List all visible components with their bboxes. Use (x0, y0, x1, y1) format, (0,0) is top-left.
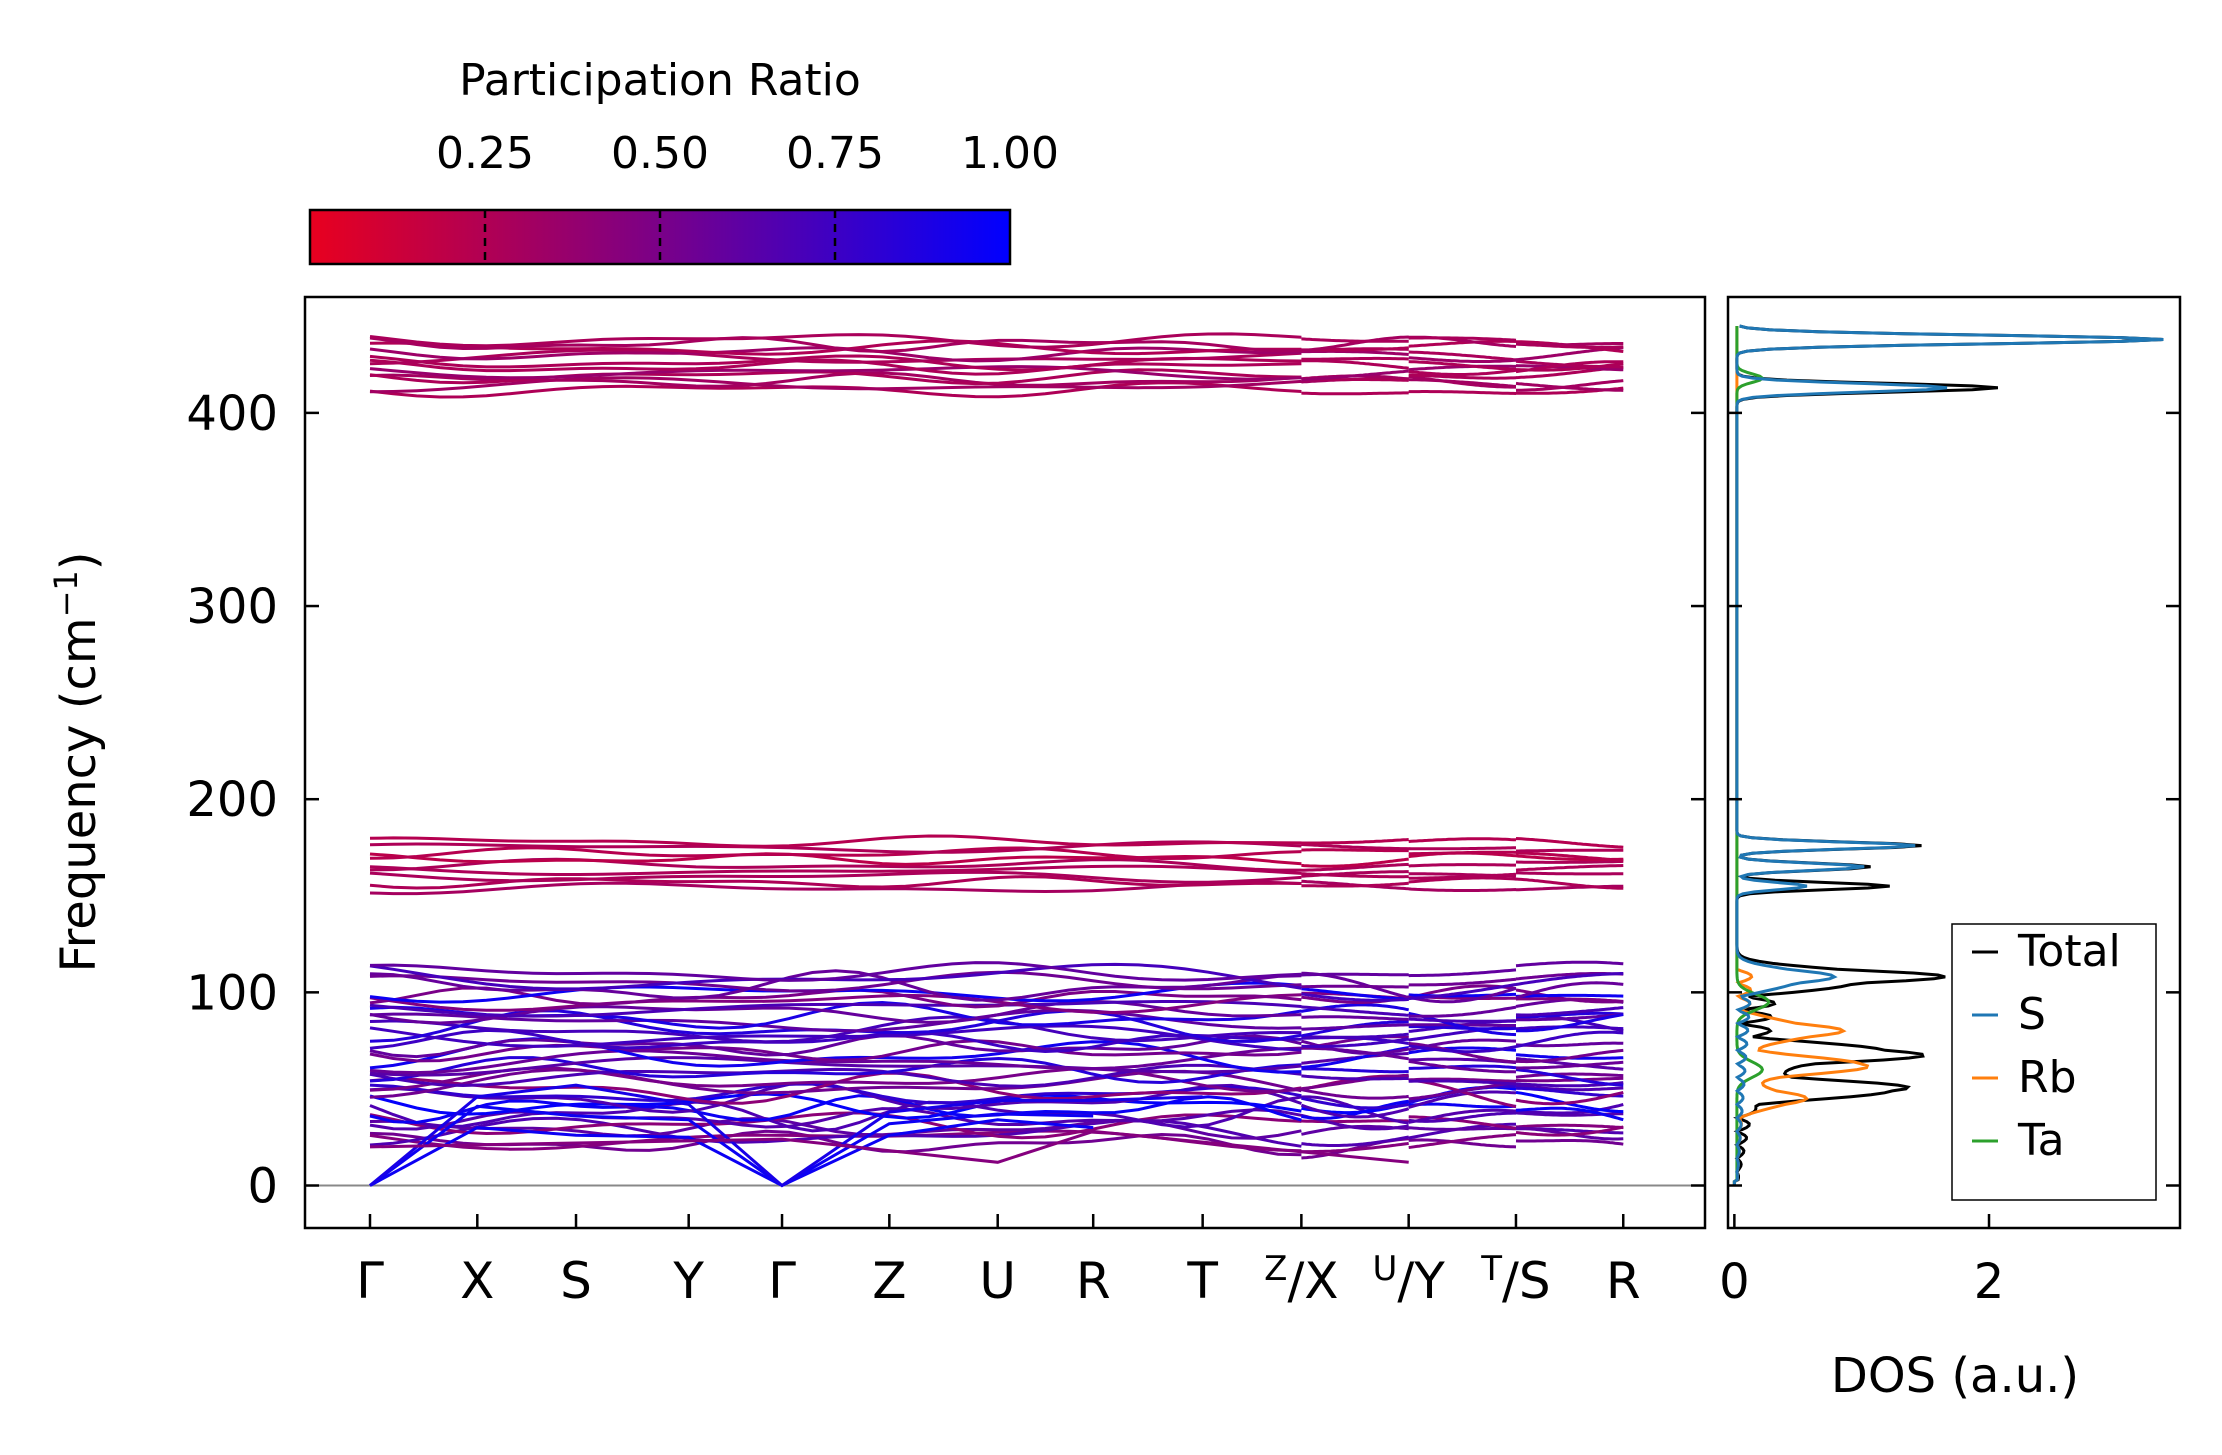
band-acoustic-2 (369, 1104, 1094, 1188)
k-point-label: Γ (356, 1252, 384, 1310)
k-point-label: T/S (1480, 1249, 1550, 1310)
y-axis-label-text: Frequency (cm (51, 617, 107, 972)
colorbar-tick-label: 0.25 (436, 128, 534, 179)
band-mid-optic (369, 851, 1624, 868)
band-mid-optic (369, 857, 1624, 872)
band-low (369, 960, 1624, 982)
k-point-label: Z/X (1264, 1249, 1338, 1310)
dos-x-tick-label: 0 (1719, 1254, 1750, 1310)
k-point-label: X (460, 1252, 494, 1310)
band-high-optic (369, 335, 1624, 354)
band-low (369, 1111, 1624, 1140)
legend-label: S (2018, 989, 2046, 1040)
y-axis-label: Frequency (cm−1) (47, 551, 107, 972)
k-point-label: R (1076, 1252, 1111, 1310)
band-low-optic-red (369, 1129, 1409, 1164)
k-point-label: Γ (768, 1252, 796, 1310)
colorbar-ticks: 0.25 0.50 0.75 1.00 (436, 128, 1059, 264)
y-tick-label: 100 (186, 965, 278, 1021)
band-high-optic (369, 354, 1624, 372)
legend-label: Ta (2017, 1115, 2065, 1166)
colorbar: Participation Ratio 0.25 0.50 0.75 1.00 (308, 55, 1059, 266)
y-tick-label: 300 (186, 579, 278, 635)
band-low (369, 1066, 1624, 1093)
band-structure-panel: 0 100 200 300 400 Γ X S Y Γ Z U R T Z/X U/Y T/S R Frequen… (47, 295, 1707, 1310)
band-low (369, 1056, 1624, 1087)
band-mid-optic (369, 875, 1624, 890)
legend-label: Total (2017, 926, 2121, 977)
band-mid-optic (369, 870, 1624, 884)
k-point-label: Y (672, 1252, 704, 1310)
band-low (369, 1000, 1624, 1037)
k-point-label: S (560, 1252, 592, 1310)
band-low (369, 1034, 1624, 1059)
dos-legend: Total S Rb Ta (1951, 923, 2157, 1201)
band-low (369, 1037, 1624, 1074)
y-tick-label: 0 (247, 1159, 278, 1215)
colorbar-tick-label: 0.50 (611, 128, 709, 179)
band-low (369, 1008, 1624, 1033)
band-high-optic (369, 339, 1624, 356)
svg-text:Frequency (cm−1): Frequency (cm−1) (47, 551, 107, 972)
dos-curve-ta (1732, 326, 1771, 1186)
k-point-label: T (1186, 1252, 1218, 1310)
band-mid-optic (369, 846, 1624, 862)
band-low (369, 1035, 1624, 1064)
y-axis-label-sup: −1 (47, 570, 85, 617)
band-low (369, 1013, 1624, 1044)
band-low (369, 1082, 1624, 1110)
dos-x-axis-label: DOS (a.u.) (1831, 1348, 2079, 1404)
band-low (369, 1063, 1624, 1088)
band-axes-frame (303, 295, 1707, 1230)
band-acoustic-3 (369, 1083, 1203, 1188)
y-tick-label: 400 (186, 386, 278, 442)
band-low (369, 970, 1624, 993)
k-point-label: U/Y (1373, 1249, 1446, 1310)
band-axis-ticks: 0 100 200 300 400 Γ X S Y Γ Z U R T Z/X U/Y T/S R (186, 386, 1705, 1310)
band-low (369, 1107, 1624, 1131)
band-mid-optic (369, 840, 1624, 854)
dos-axes-frame (1726, 295, 2182, 1230)
band-mid-optic (369, 834, 1624, 849)
k-point-label: Z (872, 1252, 906, 1310)
band-low (369, 1116, 1624, 1148)
phonon-bands (305, 332, 1705, 1188)
band-high-optic (369, 332, 1624, 349)
band-low (369, 1068, 1624, 1101)
band-mid-optic (369, 879, 1624, 896)
legend-box (1951, 923, 2157, 1201)
band-low (369, 1000, 1624, 1023)
band-acoustic-1 (369, 1118, 1094, 1188)
k-point-label: U (979, 1252, 1016, 1310)
dos-curves (1732, 324, 2164, 1186)
dos-curve-rb (1732, 326, 1870, 1186)
band-high-optic (369, 364, 1624, 382)
dos-curve-s (1732, 324, 2164, 1186)
colorbar-tick-label: 0.75 (786, 128, 884, 179)
colorbar-label: Participation Ratio (459, 55, 861, 106)
k-point-label: R (1606, 1252, 1641, 1310)
band-high-optic (369, 365, 1624, 386)
band-high-optic (369, 358, 1624, 376)
dos-x-tick-label: 2 (1974, 1254, 2005, 1310)
band-low (369, 969, 1624, 1004)
band-low (369, 997, 1624, 1025)
band-mid-optic (369, 864, 1624, 880)
y-axis-label-close: ) (51, 551, 107, 570)
y-tick-label: 200 (186, 772, 278, 828)
colorbar-tick-label: 1.00 (961, 128, 1059, 179)
legend-label: Rb (2018, 1052, 2077, 1103)
band-low (369, 1085, 1624, 1120)
